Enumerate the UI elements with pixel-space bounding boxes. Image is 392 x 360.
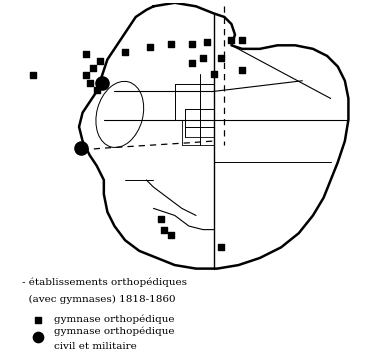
Point	[87, 80, 93, 85]
Point	[203, 39, 210, 45]
Point	[147, 44, 153, 50]
Point	[94, 87, 100, 93]
Point	[30, 73, 36, 78]
Point	[168, 41, 174, 46]
Point	[168, 232, 174, 238]
Text: civil et militaire: civil et militaire	[54, 342, 137, 351]
Point	[122, 50, 128, 55]
Point	[239, 37, 245, 43]
Point	[158, 216, 164, 222]
Point	[189, 41, 196, 46]
Point	[35, 317, 42, 323]
Text: - établissements orthopédiques: - établissements orthopédiques	[22, 278, 187, 287]
Point	[83, 73, 89, 78]
Point	[218, 244, 224, 250]
Point	[99, 80, 105, 85]
Point	[218, 55, 224, 60]
Point	[83, 51, 89, 57]
Point	[200, 55, 206, 60]
Point	[78, 145, 84, 151]
Point	[211, 71, 217, 77]
Point	[97, 58, 103, 64]
Text: (avec gymnases) 1818-1860: (avec gymnases) 1818-1860	[22, 295, 176, 304]
Text: gymnase orthopédique: gymnase orthopédique	[54, 314, 175, 324]
Point	[161, 227, 167, 233]
Point	[239, 67, 245, 73]
Point	[35, 334, 42, 339]
Point	[228, 37, 234, 43]
Point	[90, 66, 96, 71]
Point	[189, 60, 196, 66]
Text: gymnase orthopédique: gymnase orthopédique	[54, 327, 175, 337]
